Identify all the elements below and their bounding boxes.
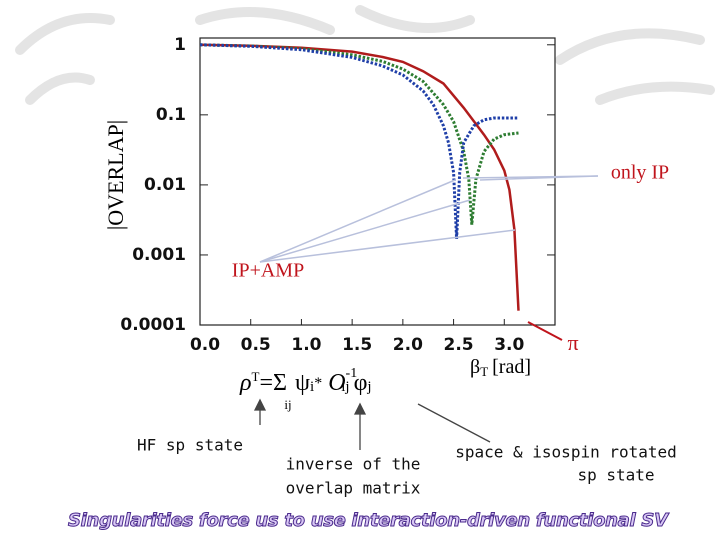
x-tick-label: 2.0 (393, 335, 423, 355)
pi-arrow (527, 321, 563, 341)
label-rotated-1: space & isospin rotated (455, 443, 677, 462)
x-tick-label: 0.0 (190, 335, 220, 355)
f-eq: = (259, 370, 273, 396)
label-inverse-2: overlap matrix (286, 479, 421, 498)
label-inverse-1: inverse of the (286, 455, 421, 474)
f-rho: ρ (239, 370, 252, 396)
f-o: O (328, 370, 345, 396)
f-sum: Σ (273, 370, 287, 396)
x-axis-label: βT [rad] (470, 356, 531, 379)
y-tick-label: 0.1 (156, 105, 186, 125)
plot-frame (199, 37, 556, 326)
label-hf: HF sp state (137, 436, 243, 455)
formula: ρT=Σ ψi* O-1 ij φj (239, 366, 372, 395)
series-line (199, 43, 519, 239)
x-label-symbol: β (470, 356, 480, 378)
background-swooshes (15, 5, 715, 105)
annotation-pi: π (567, 330, 578, 355)
annotation-arrows (259, 175, 599, 263)
x-tick-label: 1.5 (342, 335, 372, 355)
f-o-sub: ij (341, 379, 349, 395)
y-tick-label: 0.001 (132, 245, 186, 265)
x-tick-label: 1.0 (291, 335, 321, 355)
f-psi: ψ (295, 370, 310, 396)
label-rotated-2: sp state (577, 466, 654, 485)
x-tick-label: 0.5 (241, 335, 271, 355)
f-sum-sub: ij (284, 397, 291, 412)
y-tick-label: 0.0001 (120, 315, 186, 335)
f-o-sup: -1 (346, 366, 358, 381)
footer: Singularities force us to use interactio… (68, 510, 670, 531)
annotation-only-ip: only IP (611, 162, 669, 184)
series-line (199, 43, 520, 311)
x-label-unit: [rad] (492, 356, 531, 378)
series-line (199, 43, 519, 225)
y-axis-label: |OVERLAP| (103, 120, 128, 230)
y-tick-label: 1 (174, 35, 186, 55)
f-phi: φ (354, 370, 368, 396)
formula-arrows (253, 398, 491, 450)
y-tick-label: 0.01 (144, 175, 186, 195)
x-label-subscript: T (480, 364, 488, 379)
f-psi-sub: i (310, 379, 314, 395)
x-tick-label: 2.5 (444, 335, 474, 355)
x-tick-label: 3.0 (494, 335, 524, 355)
annotation-ip-amp: IP+AMP (232, 260, 304, 282)
f-phi-sub: j (366, 379, 371, 395)
f-star: * (314, 375, 322, 392)
f-rho-sub: T (252, 369, 260, 384)
